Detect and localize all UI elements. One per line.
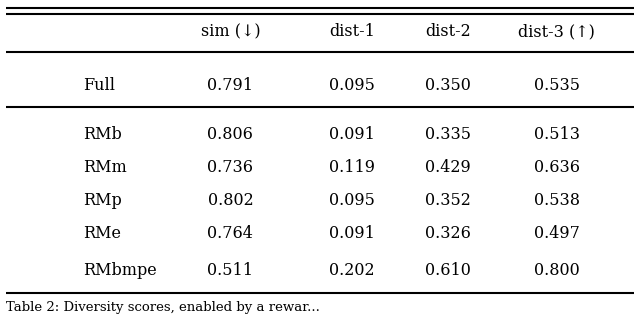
Text: 0.802: 0.802 (207, 192, 253, 209)
Text: 0.429: 0.429 (425, 159, 471, 176)
Text: 0.800: 0.800 (534, 262, 580, 279)
Text: 0.736: 0.736 (207, 159, 253, 176)
Text: 0.202: 0.202 (329, 262, 375, 279)
Text: 0.791: 0.791 (207, 77, 253, 94)
Text: 0.350: 0.350 (425, 77, 471, 94)
Text: 0.636: 0.636 (534, 159, 580, 176)
Text: 0.095: 0.095 (329, 77, 375, 94)
Text: dist-3 (↑): dist-3 (↑) (518, 23, 595, 40)
Text: RMe: RMe (83, 225, 121, 242)
Text: 0.513: 0.513 (534, 126, 580, 143)
Text: dist-2: dist-2 (425, 23, 471, 40)
Text: 0.511: 0.511 (207, 262, 253, 279)
Text: 0.352: 0.352 (425, 192, 471, 209)
Text: 0.535: 0.535 (534, 77, 580, 94)
Text: RMp: RMp (83, 192, 122, 209)
Text: sim (↓): sim (↓) (200, 23, 260, 40)
Text: 0.610: 0.610 (425, 262, 471, 279)
Text: 0.091: 0.091 (329, 126, 375, 143)
Text: 0.326: 0.326 (425, 225, 471, 242)
Text: 0.497: 0.497 (534, 225, 580, 242)
Text: 0.806: 0.806 (207, 126, 253, 143)
Text: Table 2: Diversity scores, enabled by a rewar...: Table 2: Diversity scores, enabled by a … (6, 301, 320, 314)
Text: RMbmpe: RMbmpe (83, 262, 157, 279)
Text: RMm: RMm (83, 159, 127, 176)
Text: RMb: RMb (83, 126, 122, 143)
Text: 0.091: 0.091 (329, 225, 375, 242)
Text: 0.335: 0.335 (425, 126, 471, 143)
Text: 0.119: 0.119 (329, 159, 375, 176)
Text: 0.095: 0.095 (329, 192, 375, 209)
Text: Full: Full (83, 77, 115, 94)
Text: dist-1: dist-1 (329, 23, 375, 40)
Text: 0.538: 0.538 (534, 192, 580, 209)
Text: 0.764: 0.764 (207, 225, 253, 242)
